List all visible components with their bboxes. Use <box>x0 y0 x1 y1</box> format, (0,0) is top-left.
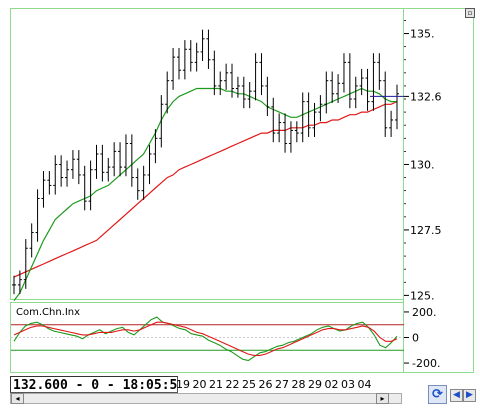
x-tick-label: 02 <box>324 378 339 391</box>
x-tick-label: 19 <box>176 378 190 391</box>
cci-line <box>13 316 398 362</box>
x-tick-label: 25 <box>242 378 256 391</box>
scroll-right-icon: ▸ <box>380 394 385 403</box>
price-tick-label: 130. <box>410 158 435 171</box>
x-tick-label: 20 <box>192 378 207 391</box>
price-tick-label: 135. <box>410 28 435 41</box>
prev-button[interactable]: ◀ <box>450 389 463 402</box>
ma-fast-line <box>13 87 397 301</box>
cci-signal-line <box>13 321 398 356</box>
x-tick-label: 21 <box>209 378 223 391</box>
price-tick-label: 125. <box>410 289 435 302</box>
indicator-title: Com.Chn.Inx <box>16 307 80 318</box>
indicator-series <box>13 316 398 362</box>
triangle-left-icon: ◀ <box>453 390 460 400</box>
price-series <box>12 29 399 295</box>
right-axis-frame <box>403 8 474 373</box>
x-tick-label: 22 <box>225 378 240 391</box>
next-button[interactable]: ▶ <box>463 389 476 402</box>
indicator-tick-label: 0 <box>412 332 419 345</box>
maximize-button[interactable]: ▫ <box>465 8 475 18</box>
indicator-axis: 200. 0 -200. <box>404 306 440 370</box>
x-tick-label: 04 <box>357 378 372 391</box>
ma-slow-line <box>13 101 398 278</box>
scroll-left-button[interactable]: ◂ <box>11 393 24 404</box>
sync-button[interactable]: ⟳ <box>428 385 447 404</box>
x-tick-label: 03 <box>341 378 355 391</box>
status-readout: 132.600 - 0 - 18:05:53 <box>10 376 178 393</box>
slow-moving-average <box>13 101 398 278</box>
x-tick-label: 29 <box>308 378 322 391</box>
x-tick-label: 26 <box>258 378 273 391</box>
triangle-right-icon: ▶ <box>466 390 473 400</box>
scroll-right-button[interactable]: ▸ <box>376 393 389 404</box>
indicator-levels <box>11 324 404 351</box>
refresh-icon: ⟳ <box>432 387 443 402</box>
horizontal-scrollbar[interactable]: ◂ ▸ <box>10 393 402 404</box>
scroll-left-icon: ◂ <box>15 394 20 403</box>
price-tick-label: 127.5 <box>410 224 442 237</box>
price-axis: 125. 127.5 130. 132.6 135. <box>404 20 442 302</box>
fast-moving-average <box>13 87 397 301</box>
price-pane-frame <box>10 8 404 300</box>
x-tick-label: 27 <box>275 378 289 391</box>
maximize-icon: ▫ <box>467 9 473 17</box>
indicator-tick-label: -200. <box>412 357 440 370</box>
x-tick-label: 28 <box>291 378 306 391</box>
price-tick-label: 132.6 <box>410 90 442 103</box>
indicator-tick-label: 200. <box>412 306 437 319</box>
